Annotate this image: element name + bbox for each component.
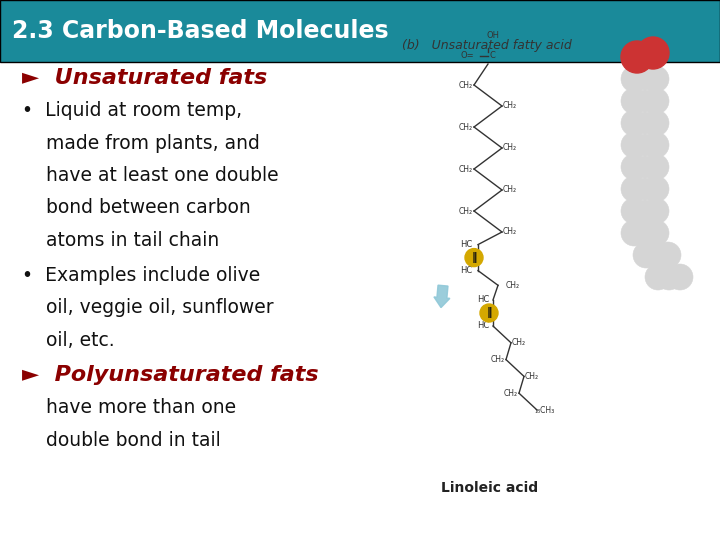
- Text: CH₂: CH₂: [503, 186, 517, 194]
- Text: oil, veggie oil, sunflower: oil, veggie oil, sunflower: [22, 298, 273, 318]
- Circle shape: [634, 156, 656, 178]
- Text: ₁₈CH₃: ₁₈CH₃: [535, 406, 555, 415]
- Circle shape: [621, 220, 647, 246]
- Text: CH₂: CH₂: [506, 281, 520, 290]
- Text: CH₂: CH₂: [491, 355, 505, 364]
- Text: OH: OH: [487, 31, 500, 40]
- Text: CH₂: CH₂: [503, 227, 517, 237]
- Circle shape: [634, 112, 656, 134]
- Circle shape: [480, 304, 498, 322]
- Text: (b)   Unsaturated fatty acid: (b) Unsaturated fatty acid: [402, 39, 572, 52]
- Circle shape: [637, 37, 669, 69]
- FancyBboxPatch shape: [0, 0, 720, 62]
- Text: CH₂: CH₂: [512, 338, 526, 347]
- Text: ►  Unsaturated fats: ► Unsaturated fats: [22, 68, 267, 89]
- Text: ‖: ‖: [472, 252, 477, 263]
- Circle shape: [634, 68, 656, 90]
- Circle shape: [643, 110, 669, 136]
- Circle shape: [643, 154, 669, 180]
- Circle shape: [667, 264, 693, 290]
- Text: CH₂: CH₂: [503, 144, 517, 152]
- Circle shape: [643, 132, 669, 158]
- Text: CH₂: CH₂: [459, 165, 473, 173]
- Text: have more than one: have more than one: [22, 398, 235, 417]
- Text: O=: O=: [460, 51, 474, 60]
- Circle shape: [621, 198, 647, 224]
- Text: HC: HC: [460, 266, 472, 275]
- FancyArrow shape: [434, 285, 450, 308]
- Text: HC: HC: [460, 240, 472, 249]
- Text: ►  Polyunsaturated fats: ► Polyunsaturated fats: [22, 365, 318, 386]
- Circle shape: [621, 154, 647, 180]
- Circle shape: [655, 242, 681, 268]
- Text: Linoleic acid: Linoleic acid: [441, 481, 539, 495]
- Text: •  Examples include olive: • Examples include olive: [22, 266, 260, 285]
- Text: oil, etc.: oil, etc.: [22, 330, 114, 350]
- Text: CH₂: CH₂: [504, 389, 518, 397]
- Text: double bond in tail: double bond in tail: [22, 430, 220, 450]
- Text: CH₂: CH₂: [503, 102, 517, 111]
- Text: CH₂: CH₂: [459, 123, 473, 132]
- Text: •  Liquid at room temp,: • Liquid at room temp,: [22, 101, 242, 120]
- Circle shape: [634, 200, 656, 222]
- Text: CH₂: CH₂: [459, 80, 473, 90]
- Circle shape: [645, 264, 671, 290]
- Text: HC: HC: [477, 295, 490, 305]
- Circle shape: [634, 134, 656, 156]
- Circle shape: [643, 176, 669, 202]
- Text: bond between carbon: bond between carbon: [22, 198, 251, 218]
- Text: made from plants, and: made from plants, and: [22, 133, 259, 153]
- Circle shape: [643, 198, 669, 224]
- Text: ‖: ‖: [486, 307, 492, 319]
- Circle shape: [621, 88, 647, 114]
- Circle shape: [634, 90, 656, 112]
- Circle shape: [656, 264, 682, 290]
- Circle shape: [643, 66, 669, 92]
- Text: CH₂: CH₂: [459, 206, 473, 215]
- Text: have at least one double: have at least one double: [22, 166, 278, 185]
- Circle shape: [633, 242, 659, 268]
- Text: CH₂: CH₂: [525, 372, 539, 381]
- Text: HC: HC: [477, 321, 490, 330]
- Text: 2.3 Carbon-Based Molecules: 2.3 Carbon-Based Molecules: [12, 19, 389, 43]
- Circle shape: [634, 178, 656, 200]
- Text: atoms in tail chain: atoms in tail chain: [22, 231, 219, 250]
- Circle shape: [643, 220, 669, 246]
- Circle shape: [465, 248, 483, 267]
- Circle shape: [621, 176, 647, 202]
- Circle shape: [632, 220, 658, 246]
- Circle shape: [621, 132, 647, 158]
- Circle shape: [644, 242, 670, 268]
- Circle shape: [643, 88, 669, 114]
- Circle shape: [621, 110, 647, 136]
- Circle shape: [621, 66, 647, 92]
- Circle shape: [621, 41, 653, 73]
- Text: C: C: [490, 51, 496, 60]
